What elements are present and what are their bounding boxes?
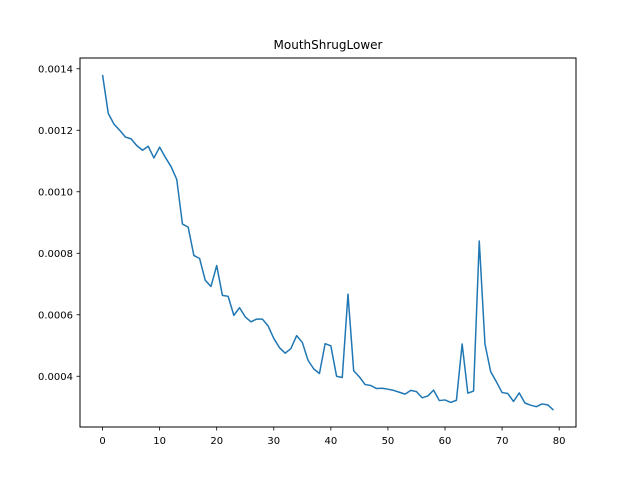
- series-line: [101, 74, 554, 411]
- y-tick-label: 0.0008: [38, 249, 73, 260]
- y-tick-label: 0.0014: [38, 64, 73, 75]
- x-tick-label: 40: [324, 436, 337, 447]
- x-tick-label: 50: [382, 436, 395, 447]
- x-tick-label: 20: [210, 436, 223, 447]
- x-axis: 0 10 20 30 40 50 60 70 80: [99, 427, 566, 447]
- y-tick-label: 0.0010: [38, 187, 73, 198]
- chart-title: MouthShrugLower: [274, 38, 383, 52]
- x-tick-label: 0: [99, 436, 105, 447]
- y-tick-label: 0.0012: [38, 126, 73, 137]
- plot-area: [101, 74, 554, 411]
- x-tick-label: 60: [439, 436, 452, 447]
- x-tick-label: 30: [267, 436, 280, 447]
- axes-frame: [79, 57, 577, 428]
- x-tick-label: 10: [153, 436, 166, 447]
- x-tick-label: 80: [553, 436, 566, 447]
- y-tick-label: 0.0004: [38, 372, 73, 383]
- y-axis: 0.0004 0.0006 0.0008 0.0010 0.0012 0.0014: [38, 64, 80, 383]
- y-tick-label: 0.0006: [38, 310, 73, 321]
- x-tick-label: 70: [496, 436, 509, 447]
